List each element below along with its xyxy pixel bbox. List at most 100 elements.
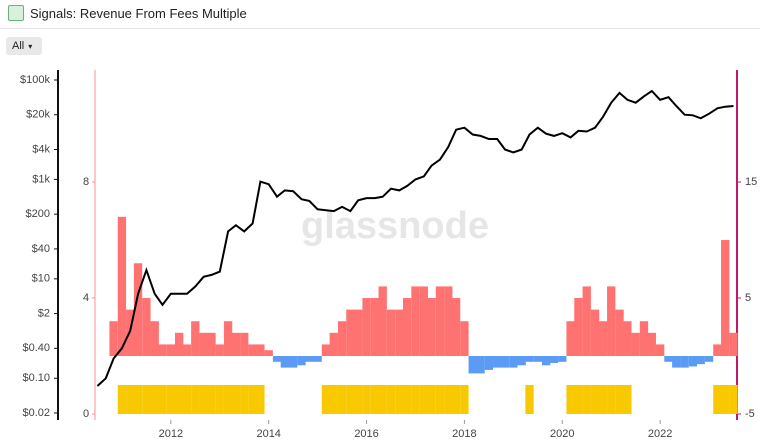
multiple-bar (272, 356, 282, 362)
signal-bar (411, 384, 420, 414)
multiple-bar (525, 356, 534, 362)
multiple-bar (133, 263, 143, 357)
signal-bar (623, 384, 632, 414)
range-button[interactable]: All (6, 37, 42, 55)
multiple-bar (337, 321, 347, 357)
multiple-bar (704, 356, 714, 362)
signal-bar (158, 384, 167, 414)
x-tick-label: 2022 (648, 428, 672, 440)
multiple-bar (370, 298, 380, 357)
multiple-bar (623, 321, 632, 357)
title: Signals: Revenue From Fees Multiple (30, 6, 247, 21)
y3-tick-label: 0 (83, 408, 89, 420)
header: Signals: Revenue From Fees Multiple (0, 0, 760, 29)
multiple-bar (240, 332, 249, 357)
signal-bar (525, 384, 534, 414)
signal-bar (721, 384, 730, 414)
multiple-bar (590, 309, 600, 357)
signal-bar (223, 384, 233, 414)
multiple-bar (117, 216, 127, 357)
multiple-bar (182, 344, 192, 357)
multiple-bar (451, 298, 461, 357)
y-tick-label: $2 (38, 307, 50, 319)
multiple-bar (435, 286, 445, 357)
multiple-bar (158, 344, 167, 357)
x-tick-label: 2020 (550, 428, 574, 440)
multiple-bar (395, 309, 404, 357)
multiple-bar (362, 298, 371, 357)
multiple-bar (696, 356, 705, 365)
signal-bar (215, 384, 224, 414)
multiple-bar (403, 298, 412, 357)
multiple-bar (175, 332, 184, 357)
multiple-bar (664, 356, 673, 362)
signal-bar (346, 384, 355, 414)
multiple-bar (468, 356, 477, 374)
signal-bar (166, 384, 175, 414)
signal-bar (444, 384, 453, 414)
signal-bar (598, 384, 608, 414)
signal-bar (566, 384, 575, 414)
multiple-bar (313, 356, 322, 362)
signal-bar (607, 384, 616, 414)
signal-bar (329, 384, 338, 414)
multiple-bar (411, 286, 420, 357)
signal-bar (713, 384, 722, 414)
signal-bar (378, 384, 387, 414)
signal-bar (191, 384, 200, 414)
multiple-bar (721, 240, 730, 357)
multiple-bar (386, 309, 396, 357)
y2-tick-label: -5 (745, 408, 755, 420)
multiple-bar (566, 321, 575, 357)
multiple-bar (166, 344, 175, 357)
watermark: glassnode (301, 205, 489, 247)
y2-tick-label: 15 (745, 176, 757, 188)
multiple-bar (493, 356, 502, 368)
multiple-bar (558, 356, 567, 362)
multiple-bar (346, 309, 355, 357)
multiple-bar (297, 356, 306, 366)
multiple-bar (248, 344, 257, 357)
multiple-bar (607, 286, 616, 357)
multiple-bar (500, 356, 510, 368)
signal-bar (337, 384, 347, 414)
y-tick-label: $100k (20, 74, 50, 86)
signal-bar (370, 384, 380, 414)
multiple-bar (647, 332, 656, 357)
multiple-bar (321, 344, 331, 357)
multiple-bar (419, 286, 428, 357)
signal-bar (126, 384, 135, 414)
x-tick-label: 2016 (354, 428, 378, 440)
signal-bar (729, 384, 738, 414)
signal-bar (321, 384, 331, 414)
y-tick-label: $20k (26, 109, 50, 121)
signal-bar (419, 384, 428, 414)
multiple-bar (615, 309, 624, 357)
x-tick-label: 2012 (159, 428, 183, 440)
multiple-bar (264, 350, 273, 357)
y-tick-label: $200 (26, 208, 50, 220)
multiple-bar (688, 356, 698, 367)
multiple-bar (427, 298, 436, 357)
multiple-bar (582, 286, 591, 357)
multiple-bar (231, 332, 241, 357)
signal-bar (403, 384, 412, 414)
y2-tick-label: 5 (745, 292, 751, 304)
multiple-bar (191, 321, 200, 357)
signal-bar (175, 384, 184, 414)
y-tick-label: $0.02 (22, 407, 50, 419)
multiple-bar (223, 321, 233, 357)
multiple-bar (329, 332, 338, 357)
multiple-bar (672, 356, 681, 368)
multiple-bar (533, 356, 542, 362)
y-tick-label: $4k (32, 143, 50, 155)
multiple-bar (460, 321, 469, 357)
multiple-bar (476, 356, 485, 374)
signal-bar (435, 384, 445, 414)
signal-bar (354, 384, 363, 414)
signal-bar (133, 384, 143, 414)
signal-bar (582, 384, 591, 414)
multiple-bar (729, 332, 738, 357)
